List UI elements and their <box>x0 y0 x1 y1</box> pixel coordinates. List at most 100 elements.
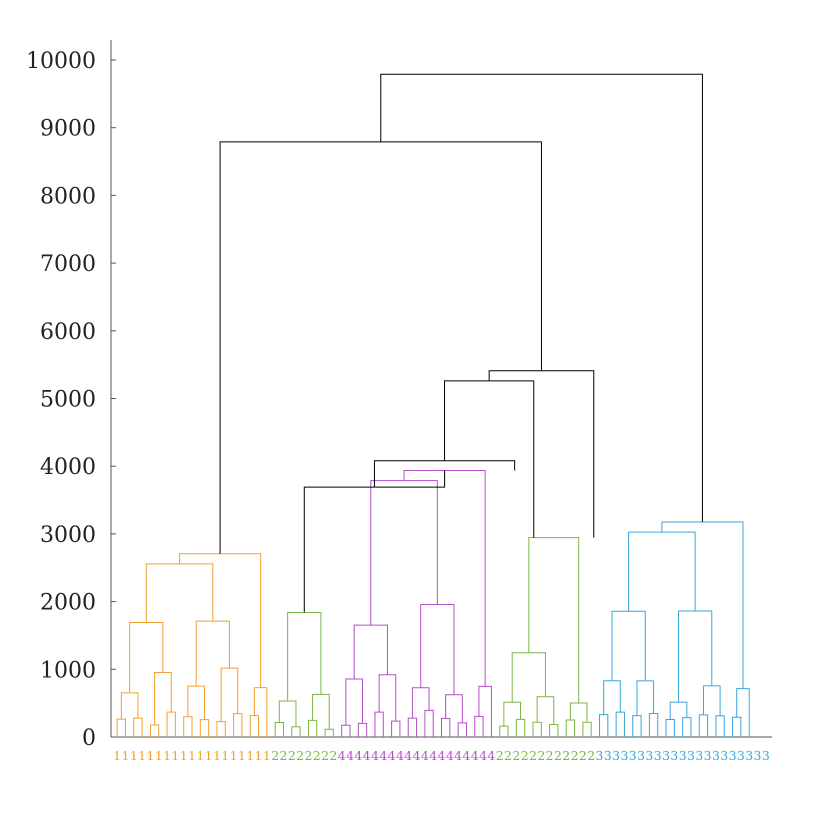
dendrogram-link <box>528 537 580 704</box>
y-tick-label: 5000 <box>40 388 96 413</box>
leaf-label: 4 <box>371 748 379 763</box>
dendrogram-link <box>370 480 438 626</box>
dendrogram-link <box>353 624 388 679</box>
leaf-label: 3 <box>629 748 637 763</box>
leaf-label: 3 <box>670 748 678 763</box>
dendrogram-link <box>665 719 675 737</box>
dendrogram-link <box>195 620 230 687</box>
dendrogram-link <box>698 714 709 737</box>
leaf-label: 2 <box>512 748 520 763</box>
leaf-label: 4 <box>413 748 421 763</box>
dendrogram-link <box>441 717 451 737</box>
dendrogram-link <box>374 711 384 737</box>
dendrogram-link <box>478 685 492 737</box>
leaf-label: 2 <box>504 748 512 763</box>
leaf-label: 3 <box>712 748 720 763</box>
leaf-label: 4 <box>429 748 437 763</box>
dendrogram-link <box>233 713 243 737</box>
dendrogram-link <box>291 726 301 737</box>
leaf-label: 2 <box>296 748 304 763</box>
leaf-label: 2 <box>496 748 504 763</box>
dendrogram-link <box>582 721 592 737</box>
y-tick-label: 3000 <box>40 523 96 548</box>
leaf-label: 3 <box>604 748 612 763</box>
leaf-label: 3 <box>654 748 662 763</box>
dendrogram-link <box>312 693 330 730</box>
leaf-label: 2 <box>529 748 537 763</box>
dendrogram-link <box>116 718 126 737</box>
dendrogram-link <box>307 719 318 737</box>
leaf-label: 2 <box>537 748 545 763</box>
leaf-label: 4 <box>421 748 429 763</box>
leaf-label: 4 <box>479 748 487 763</box>
leaf-label: 4 <box>396 748 404 763</box>
leaf-label: 3 <box>720 748 728 763</box>
leaf-label: 1 <box>196 748 204 763</box>
dendrogram-link <box>187 685 205 720</box>
leaf-label: 3 <box>679 748 687 763</box>
dendrogram-link <box>444 380 535 538</box>
leaf-label: 2 <box>271 748 279 763</box>
dendrogram-link <box>474 715 484 737</box>
leaf-label: 3 <box>745 748 753 763</box>
y-tick-label: 4000 <box>40 455 96 480</box>
dendrogram-link <box>391 720 401 737</box>
dendrogram-link <box>669 701 688 720</box>
dendrogram-link <box>457 722 467 737</box>
leaf-label: 1 <box>221 748 229 763</box>
leaf-label: 3 <box>704 748 712 763</box>
leaf-label: 1 <box>155 748 163 763</box>
dendrogram-link <box>403 470 486 687</box>
leaf-label: 1 <box>246 748 254 763</box>
y-tick-label: 2000 <box>40 591 96 616</box>
dendrogram-link <box>345 678 363 726</box>
y-tick-label: 9000 <box>40 117 96 142</box>
dendrogram-link <box>357 722 368 737</box>
dendrogram-link <box>515 718 526 737</box>
dendrogram-link <box>632 715 642 737</box>
leaf-label: 4 <box>363 748 371 763</box>
leaf-label: 3 <box>637 748 645 763</box>
dendrogram-link <box>565 719 576 737</box>
dendrogram-link <box>341 724 351 737</box>
dendrogram-link <box>129 621 164 693</box>
leaf-label: 2 <box>521 748 529 763</box>
leaf-label: 3 <box>687 748 695 763</box>
leaf-label: 4 <box>438 748 446 763</box>
y-tick-label: 10000 <box>26 49 96 74</box>
leaf-label: 1 <box>113 748 121 763</box>
leaf-label: 2 <box>321 748 329 763</box>
dendrogram-link <box>249 715 260 737</box>
dendrogram-link <box>199 719 210 737</box>
dendrogram-link <box>661 521 744 689</box>
leaf-label: 4 <box>354 748 362 763</box>
leaf-label: 3 <box>737 748 745 763</box>
y-tick-label: 6000 <box>40 320 96 345</box>
leaf-label: 1 <box>213 748 221 763</box>
dendrogram-link <box>424 709 434 737</box>
dendrogram-link <box>145 563 214 623</box>
leaf-label: 1 <box>263 748 271 763</box>
dendrogram-link <box>411 687 430 719</box>
leaf-label: 3 <box>662 748 670 763</box>
dendrogram-link <box>599 714 609 737</box>
leaf-label: 4 <box>346 748 354 763</box>
leaf-label: 4 <box>471 748 479 763</box>
dendrogram-link <box>682 717 692 737</box>
leaf-label: 1 <box>230 748 238 763</box>
leaf-label: 4 <box>446 748 454 763</box>
leaf-label: 1 <box>180 748 188 763</box>
leaf-label: 2 <box>554 748 562 763</box>
leaf-label: 1 <box>146 748 154 763</box>
dendrogram-link <box>216 721 226 737</box>
y-tick-label: 1000 <box>40 658 96 683</box>
leaf-label: 2 <box>304 748 312 763</box>
leaf-label: 4 <box>454 748 462 763</box>
leaf-label: 1 <box>130 748 138 763</box>
dendrogram-link <box>678 610 713 703</box>
dendrogram-link <box>736 688 750 737</box>
dendrogram-link <box>488 370 595 538</box>
dendrogram-link <box>549 723 559 737</box>
leaf-label: 2 <box>579 748 587 763</box>
dendrogram-link <box>149 724 160 737</box>
